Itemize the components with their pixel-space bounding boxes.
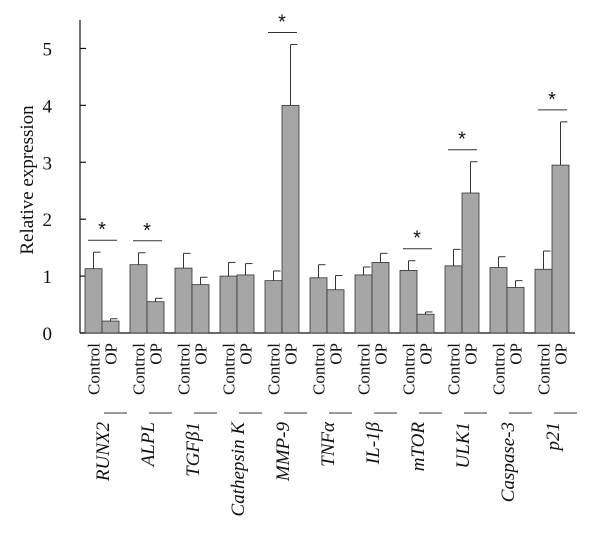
significance-star: * <box>98 219 106 241</box>
x-label-op: OP <box>552 343 571 365</box>
bar-control <box>309 277 328 334</box>
x-label-op: OP <box>192 343 211 365</box>
gene-label: mTOR <box>408 422 429 472</box>
x-label-op: OP <box>147 343 166 365</box>
x-label-op: OP <box>372 343 391 365</box>
bar-control <box>174 267 193 334</box>
significance-star: * <box>143 220 151 242</box>
bar-op <box>326 289 345 334</box>
significance-star: * <box>548 89 556 111</box>
x-label-op: OP <box>102 343 121 365</box>
x-label-control: Control <box>175 343 194 395</box>
y-tick-label: 0 <box>43 324 53 345</box>
labels: 012345*ControlOPRUNX2*ControlOPALPLContr… <box>43 11 571 516</box>
bar-op <box>461 192 480 334</box>
bar-op <box>236 274 255 334</box>
gene-label: TGFβ1 <box>183 422 204 477</box>
bar-control <box>129 264 148 334</box>
x-label-control: Control <box>310 343 329 395</box>
significance-star: * <box>413 228 421 250</box>
x-label-control: Control <box>355 343 374 395</box>
gene-label: RUNX2 <box>93 422 114 483</box>
x-label-op: OP <box>237 343 256 365</box>
gene-label: Caspase-3 <box>498 422 519 502</box>
significance-star: * <box>278 11 286 33</box>
gene-label: p21 <box>543 422 564 453</box>
x-label-op: OP <box>507 343 526 365</box>
y-tick-label: 1 <box>43 267 53 288</box>
gene-label: ALPL <box>138 422 159 468</box>
x-label-control: Control <box>130 343 149 395</box>
x-label-control: Control <box>400 343 419 395</box>
gene-label: IL-1β <box>363 421 384 465</box>
bar-control <box>354 274 373 334</box>
gene-label: ULK1 <box>453 422 474 468</box>
bar-control <box>399 269 418 334</box>
significance-star: * <box>458 129 466 151</box>
x-label-op: OP <box>282 343 301 365</box>
bar-control <box>489 267 508 334</box>
x-label-control: Control <box>445 343 464 395</box>
y-tick-label: 2 <box>43 210 53 231</box>
bar-op <box>371 262 390 334</box>
x-label-op: OP <box>327 343 346 365</box>
bar-op <box>416 313 435 334</box>
gene-label: Cathepsin K <box>228 421 249 517</box>
y-axis-title: Relative expression <box>17 105 38 255</box>
y-tick-label: 5 <box>43 39 53 60</box>
bar-op <box>101 320 120 334</box>
x-label-control: Control <box>85 343 104 395</box>
bar-control <box>444 265 463 334</box>
x-label-control: Control <box>265 343 284 395</box>
bar-control <box>219 275 238 334</box>
bar-op <box>281 104 300 334</box>
gene-label: TNFα <box>318 421 339 467</box>
x-label-op: OP <box>417 343 436 365</box>
x-label-control: Control <box>535 343 554 395</box>
gene-label: MMP-9 <box>273 422 294 483</box>
bar-control <box>84 268 103 334</box>
bar-op <box>146 301 165 334</box>
bar-op <box>191 284 210 334</box>
x-label-control: Control <box>490 343 509 395</box>
bar-op <box>551 164 570 334</box>
y-tick-label: 4 <box>43 96 53 117</box>
y-tick-label: 3 <box>43 153 53 174</box>
bar-control <box>264 280 283 334</box>
x-label-op: OP <box>462 343 481 365</box>
x-label-control: Control <box>220 343 239 395</box>
bars <box>84 31 570 334</box>
bar-control <box>534 268 553 334</box>
bar-op <box>506 287 525 334</box>
